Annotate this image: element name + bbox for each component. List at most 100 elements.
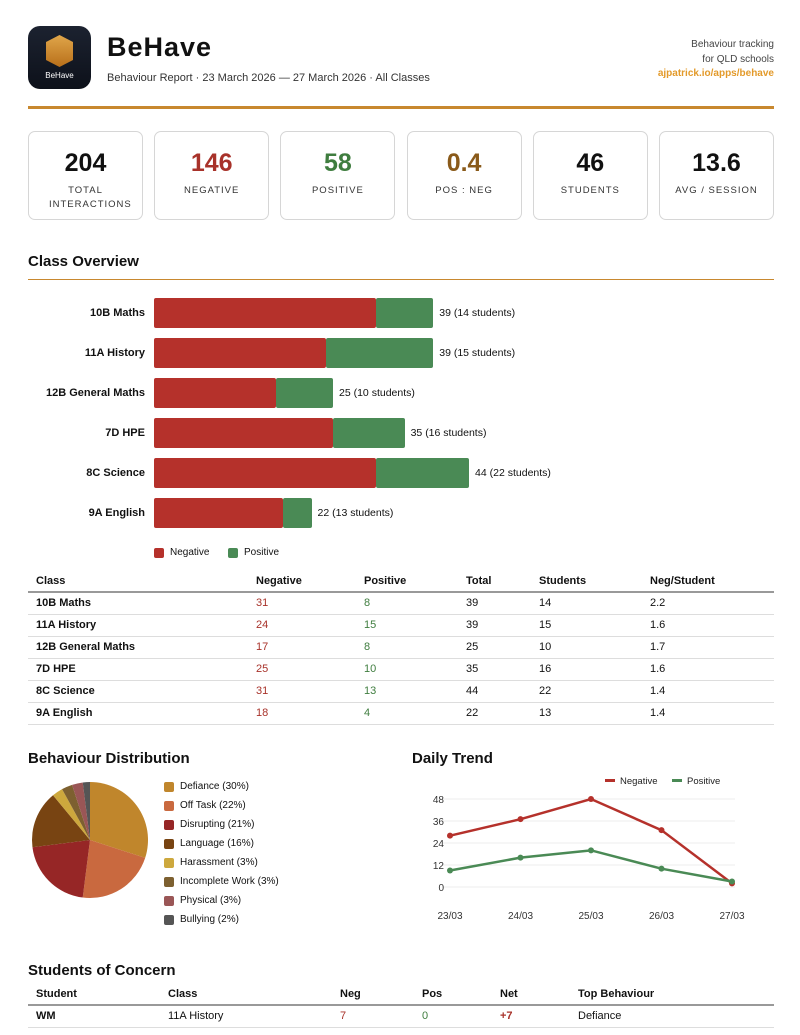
table-header: Student Class Neg Pos Net Top Behaviour	[28, 984, 774, 1006]
table-cell: 22	[458, 702, 531, 725]
table-cell: 1.4	[642, 680, 774, 703]
bar-total-label: 39 (15 students)	[439, 347, 516, 359]
bar-class-label: 10B Maths	[89, 307, 145, 319]
stat-value: 46	[576, 149, 605, 177]
column-header: Positive	[356, 571, 458, 593]
bar-total-label: 25 (10 students)	[339, 387, 415, 399]
legend-swatch	[164, 838, 174, 849]
pie-slice	[31, 795, 90, 848]
table-cell: 16	[531, 658, 642, 681]
bar-negative	[154, 378, 276, 408]
pie-legend-item: Physical (3%)	[164, 895, 241, 906]
legend-swatch	[164, 781, 174, 792]
stat-card: 146 NEGATIVE	[154, 131, 270, 220]
table-cell: 22	[531, 680, 642, 703]
x-tick-label: 27/03	[719, 911, 744, 922]
legend-negative: Negative	[154, 547, 209, 558]
website-link[interactable]: ajpatrick.io/apps/behave	[657, 68, 774, 79]
pie-legend-item: Bullying (2%)	[164, 914, 239, 925]
table-cell: 9A English	[28, 702, 248, 725]
table-cell: 8	[356, 592, 458, 615]
pie-slice	[90, 782, 149, 858]
stat-value: 13.6	[692, 149, 741, 177]
legend-swatch	[672, 779, 682, 782]
bar-positive	[375, 458, 470, 488]
table-cell: Defiance	[570, 1005, 774, 1028]
table-row: 8C Science 31 13 44 22 1.4	[28, 680, 774, 703]
y-tick-label: 0	[438, 883, 444, 894]
column-header: Negative	[248, 571, 356, 593]
negative-swatch	[154, 547, 164, 558]
pie-legend-item: Disrupting (21%)	[164, 819, 254, 830]
series-line-positive	[449, 849, 733, 883]
stat-card: 58 POSITIVE	[280, 131, 396, 220]
table-cell: 4	[356, 702, 458, 725]
stat-label: STUDENTS	[560, 185, 620, 196]
x-tick-label: 25/03	[578, 911, 603, 922]
stat-label: NEGATIVE	[184, 185, 240, 196]
pie-legend-item: Language (16%)	[164, 838, 254, 849]
table-cell: 24	[248, 614, 356, 637]
table-cell: 25	[458, 636, 531, 659]
legend-positive-label: Positive	[244, 547, 280, 558]
pie-legend-label: Defiance (30%)	[180, 781, 249, 792]
data-point	[588, 847, 594, 854]
app-logo: BeHave	[28, 26, 91, 89]
legend-swatch	[164, 876, 174, 887]
hexagon-icon	[46, 35, 73, 67]
concern-title: Students of Concern	[28, 962, 176, 979]
table-row: 10B Maths 31 8 39 14 2.2	[28, 592, 774, 615]
column-header: Student	[28, 984, 160, 1006]
table-cell: 31	[248, 680, 356, 703]
series-line-negative	[449, 797, 733, 885]
table-cell: 14	[531, 592, 642, 615]
table-cell: 11A History	[160, 1005, 332, 1028]
pie-slice	[62, 784, 90, 840]
data-point	[517, 854, 524, 861]
table-cell: 2.2	[642, 592, 774, 615]
header-tagline: Behaviour tracking for QLD schools ajpat…	[658, 38, 774, 82]
pie-slice	[53, 789, 90, 840]
legend-swatch	[164, 800, 174, 811]
table-cell: 13	[531, 702, 642, 725]
table-cell: 31	[248, 592, 356, 615]
table-cell: 1.6	[642, 614, 774, 637]
report-subtitle: Behaviour Report · 23 March 2026 — 27 Ma…	[107, 72, 430, 84]
data-point	[517, 816, 524, 823]
stat-value: 204	[64, 149, 107, 177]
legend-swatch	[164, 914, 174, 925]
pie-slice	[82, 782, 90, 840]
pie-legend-label: Harassment (3%)	[180, 857, 258, 868]
trend-title: Daily Trend	[412, 750, 493, 767]
table-cell: 35	[458, 658, 531, 681]
bar-total-label: 44 (22 students)	[475, 467, 551, 479]
concern-table: Student Class Neg Pos Net Top Behaviour WM 11A …	[28, 984, 774, 1028]
bar-class-label: 12B General Maths	[45, 387, 145, 399]
legend-positive: Positive	[228, 547, 279, 558]
trend-chart: 0 12 24 36 48 23/03 24/03 25/03 26/03 27/03 Negati…	[433, 776, 745, 922]
table-cell: 18	[248, 702, 356, 725]
y-tick-label: 36	[433, 817, 445, 828]
table-cell: 8C Science	[28, 680, 248, 703]
x-tick-label: 26/03	[649, 911, 674, 922]
distribution-title: Behaviour Distribution	[28, 750, 190, 767]
pie-slice	[72, 782, 90, 840]
y-tick-label: 12	[433, 861, 445, 872]
app-title: BeHave	[107, 32, 213, 62]
table-cell: 44	[458, 680, 531, 703]
stat-label: TOTAL INTERACTIONS	[49, 185, 132, 210]
table-header: Class Negative Positive Total Students Neg/St…	[28, 571, 774, 593]
table-cell: 15	[356, 614, 458, 637]
table-row: 12B General Maths 17 8 25 10 1.7	[28, 636, 774, 659]
bar-negative	[154, 298, 376, 328]
legend-negative-label: Negative	[170, 547, 210, 558]
bar-negative	[154, 418, 333, 448]
data-point	[729, 878, 735, 885]
table-cell: 0	[414, 1005, 492, 1028]
column-header: Net	[492, 984, 570, 1006]
table-cell: 11A History	[28, 614, 248, 637]
column-header: Class	[28, 571, 248, 593]
tagline-line1: Behaviour tracking	[691, 39, 774, 50]
legend-swatch	[605, 779, 615, 782]
bar-class-label: 11A History	[84, 347, 145, 359]
